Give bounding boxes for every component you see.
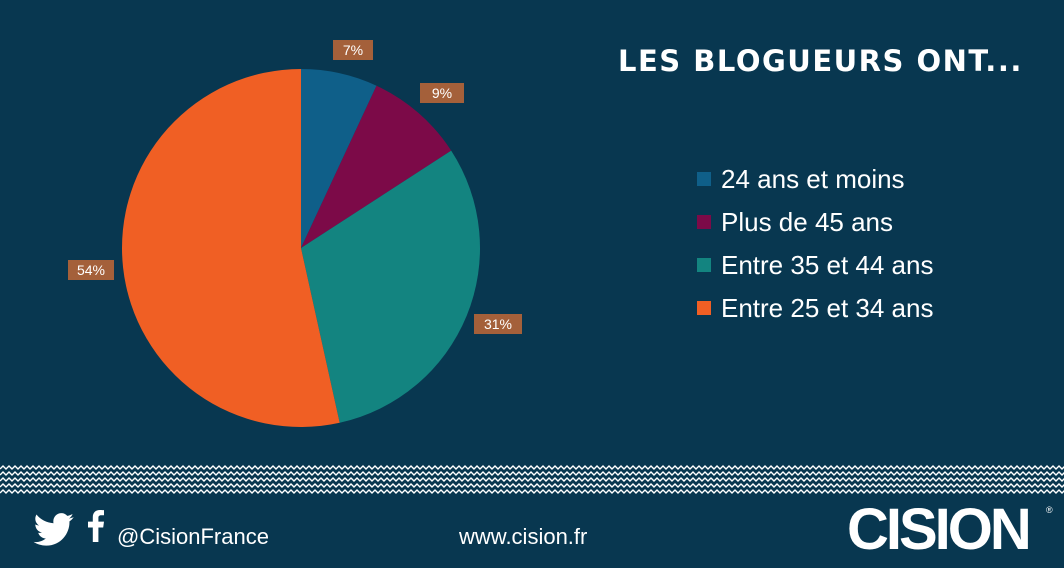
pie-slice — [301, 69, 377, 248]
data-label: 31% — [474, 314, 522, 334]
chart-title: LES BLOGUEURS ONT... — [618, 44, 1023, 78]
twitter-handle[interactable]: @CisionFrance — [117, 524, 269, 549]
website-link[interactable]: www.cision.fr — [459, 524, 588, 549]
twitter-icon[interactable] — [33, 513, 75, 547]
registered-mark: ® — [1046, 505, 1053, 515]
chevron-row — [0, 465, 1064, 470]
pie-slice — [301, 150, 480, 423]
legend-label: 24 ans et moins — [721, 164, 905, 194]
legend-label: Entre 25 et 34 ans — [721, 293, 934, 323]
data-label: 54% — [68, 260, 114, 280]
data-label: 7% — [333, 40, 373, 60]
pie-slice — [121, 69, 340, 427]
legend-swatch — [697, 172, 711, 186]
chevron-row — [0, 477, 1064, 482]
cision-logo: CISION — [847, 497, 1032, 562]
footer-bar — [0, 496, 1064, 568]
legend-swatch — [697, 301, 711, 315]
pie-chart — [121, 69, 480, 427]
legend-swatch — [697, 258, 711, 272]
chevron-row — [0, 489, 1064, 494]
pie-slice — [301, 85, 452, 249]
legend-label: Plus de 45 ans — [721, 207, 894, 237]
legend-swatch — [697, 215, 711, 229]
chevron-row — [0, 483, 1064, 488]
facebook-icon[interactable] — [88, 509, 104, 543]
chevron-border — [0, 465, 1064, 494]
chevron-row — [0, 471, 1064, 476]
data-label: 9% — [420, 83, 464, 103]
legend-label: Entre 35 et 44 ans — [721, 250, 934, 280]
